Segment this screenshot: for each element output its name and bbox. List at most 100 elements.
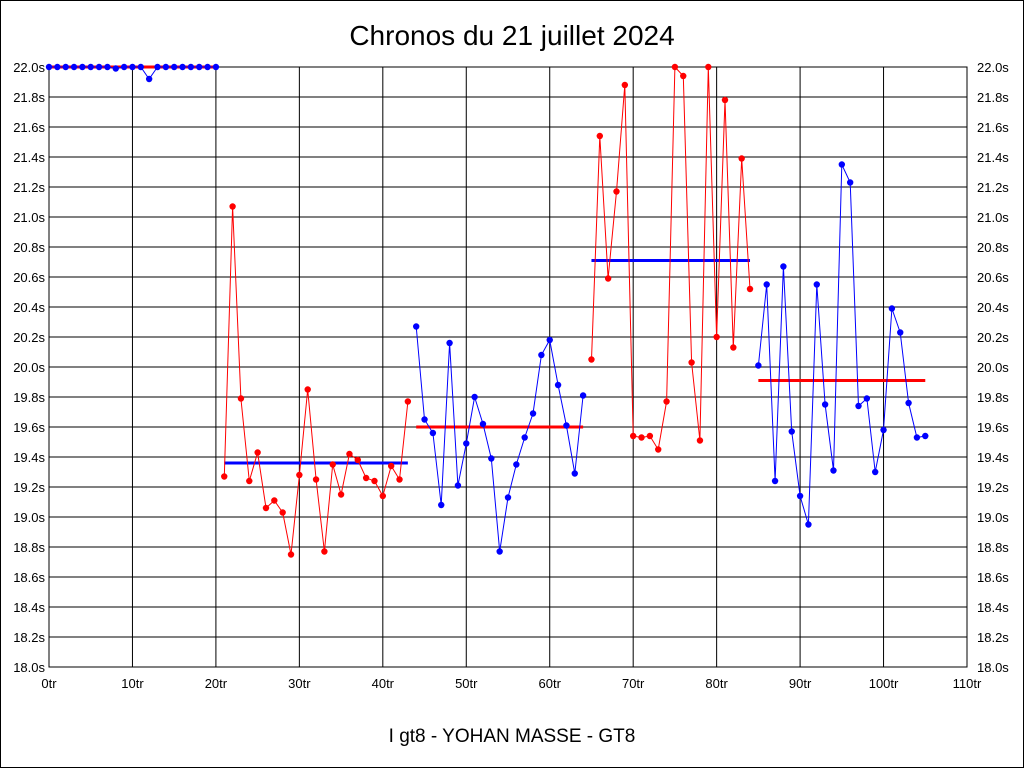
data-point [87, 63, 94, 71]
series-line-4 [591, 65, 751, 451]
data-point [721, 96, 729, 104]
data-point [229, 203, 236, 210]
x-tick-label: 10tr [121, 676, 144, 691]
data-point [112, 65, 119, 72]
x-tick-label: 20tr [205, 676, 228, 691]
data-point [312, 476, 320, 483]
data-point [713, 333, 720, 341]
data-point [897, 329, 904, 336]
data-point [872, 468, 879, 476]
y-tick-label-left: 18.4s [13, 600, 45, 615]
data-point [196, 63, 203, 71]
data-point [813, 281, 820, 288]
data-point [746, 285, 754, 293]
series-lines [49, 65, 926, 555]
data-point [604, 275, 612, 282]
data-point [838, 161, 846, 168]
data-point [738, 155, 745, 162]
y-tick-label-right: 19.8s [977, 390, 1009, 405]
y-tick-label-right: 21.0s [977, 210, 1009, 225]
data-point [337, 491, 345, 498]
y-tick-label-left: 19.4s [13, 450, 45, 465]
y-tick-label-left: 20.8s [13, 240, 45, 255]
data-point [321, 548, 328, 555]
y-tick-label-right: 18.4s [977, 600, 1009, 615]
data-point [655, 446, 662, 453]
y-tick-label-left: 19.2s [13, 480, 45, 495]
data-point [137, 63, 144, 71]
series-line-5 [757, 164, 926, 525]
y-tick-label-left: 22.0s [13, 60, 45, 75]
y-tick-label-right: 18.8s [977, 540, 1009, 555]
y-tick-label-right: 18.2s [977, 630, 1009, 645]
data-point [922, 432, 929, 440]
data-point [387, 462, 395, 470]
data-point [254, 449, 261, 456]
data-point [212, 63, 220, 71]
data-point [404, 398, 412, 405]
data-point [546, 336, 553, 344]
data-point [821, 401, 829, 408]
data-point [771, 477, 779, 485]
data-point [596, 132, 603, 140]
data-point [304, 386, 311, 393]
x-tick-label: 80tr [705, 676, 728, 691]
y-tick-label-right: 20.2s [977, 330, 1009, 345]
y-tick-label-right: 19.2s [977, 480, 1009, 495]
data-point [187, 63, 195, 71]
data-point [262, 504, 270, 512]
data-point [429, 429, 437, 437]
data-point [62, 63, 69, 71]
data-point [913, 434, 921, 441]
x-axis: 0tr 10tr 20tr 30tr 40tr 50tr 60tr 70tr 80tr 90tr 1… [41, 676, 982, 691]
data-point [755, 362, 762, 369]
x-tick-label: 50tr [455, 676, 478, 691]
data-point [421, 416, 428, 423]
data-point [863, 395, 871, 402]
data-point [396, 476, 403, 483]
data-point [805, 521, 812, 528]
data-point [671, 63, 679, 71]
data-point [788, 428, 795, 435]
data-point [846, 179, 854, 186]
data-point [479, 420, 487, 428]
y-axis-left: 22.0s 21.8s 21.6s 21.4s 21.2s 21.0s 20.8s 20.6s… [13, 60, 45, 675]
y-tick-label-right: 20.4s [977, 300, 1009, 315]
y-tick-label-right: 21.2s [977, 180, 1009, 195]
x-tick-label: 40tr [372, 676, 395, 691]
data-point [54, 63, 61, 71]
y-tick-label-right: 22.0s [977, 60, 1009, 75]
y-tick-label-right: 20.6s [977, 270, 1009, 285]
data-point [454, 482, 462, 489]
data-point [880, 426, 887, 434]
data-point [563, 422, 570, 429]
data-point [504, 494, 512, 501]
y-tick-label-left: 18.2s [13, 630, 45, 645]
series-line-3 [415, 326, 584, 552]
data-point [855, 402, 862, 410]
data-point [554, 381, 562, 389]
data-point [446, 339, 453, 347]
data-point [246, 477, 253, 485]
data-point [629, 432, 637, 440]
data-point [79, 63, 86, 71]
y-axis-right: 22.0s 21.8s 21.6s 21.4s 21.2s 21.0s 20.8s 20.6s… [977, 60, 1009, 675]
grid [48, 66, 968, 668]
data-point [279, 509, 286, 516]
y-tick-label-right: 19.0s [977, 510, 1009, 525]
data-point [588, 356, 595, 363]
x-tick-label: 110tr [953, 676, 982, 691]
data-point [237, 395, 245, 402]
data-point [888, 305, 896, 312]
data-point [830, 467, 837, 474]
y-tick-label-left: 19.6s [13, 420, 45, 435]
y-tick-label-right: 20.8s [977, 240, 1009, 255]
y-tick-label-right: 21.8s [977, 90, 1009, 105]
data-point [221, 473, 228, 480]
data-point [413, 323, 420, 330]
data-point [696, 437, 704, 444]
y-tick-label-left: 18.6s [13, 570, 45, 585]
data-point [145, 75, 153, 83]
y-tick-label-left: 20.0s [13, 360, 45, 375]
